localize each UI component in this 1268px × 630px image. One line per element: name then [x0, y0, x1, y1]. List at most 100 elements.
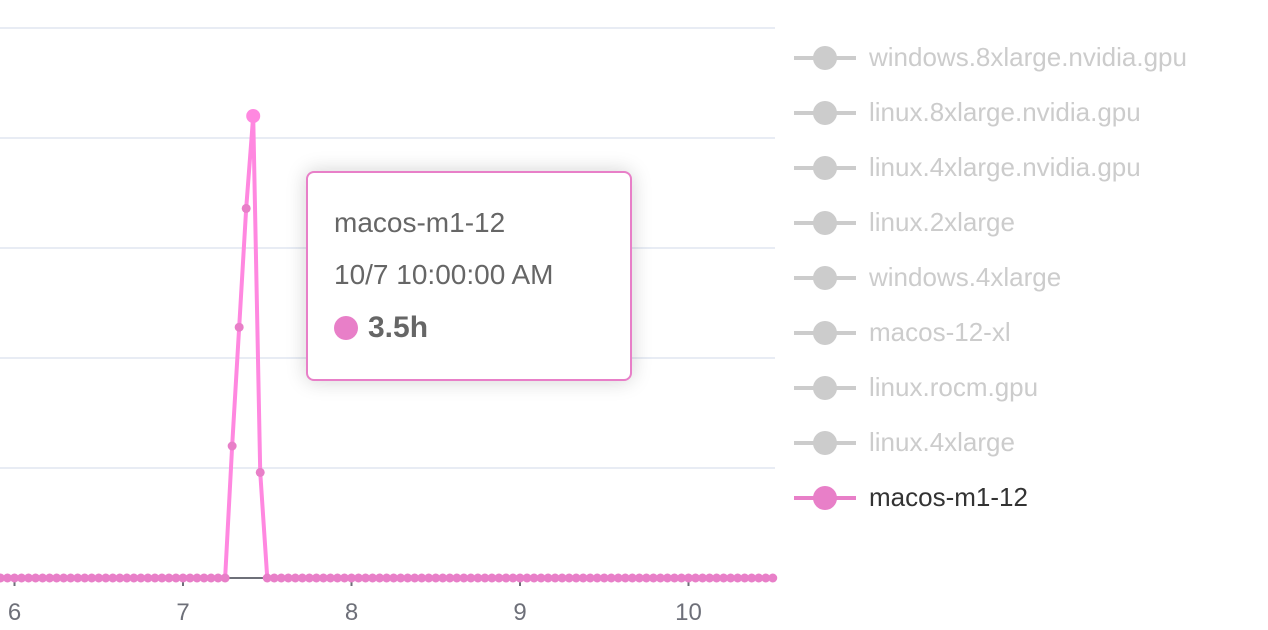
data-point: [94, 573, 104, 583]
data-point: [473, 573, 483, 583]
data-point: [136, 573, 146, 583]
data-point: [691, 573, 701, 583]
legend-item[interactable]: linux.rocm.gpu: [794, 360, 1187, 415]
data-point: [199, 573, 209, 583]
legend-line-marker-icon: [794, 320, 856, 345]
data-point: [297, 573, 307, 583]
data-point: [494, 573, 504, 583]
data-point: [676, 573, 686, 583]
data-point: [466, 573, 476, 583]
data-point: [354, 573, 364, 583]
data-point: [768, 573, 778, 583]
data-point: [487, 573, 497, 583]
data-point: [585, 573, 595, 583]
data-point: [515, 573, 525, 583]
legend-item[interactable]: macos-m1-12: [794, 470, 1187, 525]
legend-label: linux.rocm.gpu: [869, 372, 1039, 402]
data-point: [157, 573, 167, 583]
tooltip-value: 3.5h: [368, 311, 429, 344]
data-point: [550, 573, 560, 583]
data-point: [684, 573, 693, 583]
legend-item[interactable]: windows.8xlarge.nvidia.gpu: [794, 30, 1187, 85]
tooltip-time: 10/7 10:00:00 AM: [334, 259, 554, 290]
data-point: [754, 573, 764, 583]
data-point: [59, 573, 69, 583]
legend-item[interactable]: linux.4xlarge.nvidia.gpu: [794, 140, 1187, 195]
data-point: [73, 573, 83, 583]
data-point: [213, 573, 223, 583]
tooltip-series: macos-m1-12: [334, 207, 506, 238]
data-point: [396, 573, 406, 583]
data-point: [368, 573, 378, 583]
data-point: [262, 573, 272, 583]
x-tick-label: 8: [345, 599, 358, 626]
data-point: [10, 573, 19, 583]
data-point: [747, 573, 757, 583]
data-point: [445, 573, 455, 583]
data-point: [361, 573, 371, 583]
series-marker-icon: [334, 316, 358, 340]
legend-line-marker-icon: [794, 45, 856, 70]
data-point: [719, 573, 729, 583]
legend: windows.8xlarge.nvidia.gpu linux.8xlarge.…: [794, 30, 1187, 525]
data-point: [620, 573, 630, 583]
data-point: [325, 573, 335, 583]
data-point: [648, 573, 658, 583]
data-point: [578, 573, 588, 583]
data-point: [564, 573, 574, 583]
data-point: [101, 573, 111, 583]
data-point: [122, 573, 132, 583]
data-point: [417, 573, 427, 583]
data-point: [410, 573, 420, 583]
x-tick-label: 9: [513, 599, 526, 626]
data-point: [241, 203, 251, 213]
data-point: [311, 573, 321, 583]
legend-line-marker-icon: [794, 155, 856, 180]
data-point: [501, 573, 511, 583]
data-point: [185, 573, 195, 583]
data-point: [45, 573, 55, 583]
data-point: [283, 573, 293, 583]
legend-item[interactable]: linux.8xlarge.nvidia.gpu: [794, 85, 1187, 140]
data-point: [290, 573, 300, 583]
data-point: [613, 573, 623, 583]
data-point: [255, 467, 265, 477]
data-point: [557, 573, 567, 583]
legend-item[interactable]: windows.4xlarge: [794, 250, 1187, 305]
data-point: [592, 573, 602, 583]
data-point: [87, 573, 97, 583]
data-point: [220, 573, 230, 583]
data-point: [536, 573, 546, 583]
data-point: [424, 573, 434, 583]
legend-item[interactable]: macos-12-xl: [794, 305, 1187, 360]
data-point: [2, 573, 12, 583]
legend-item[interactable]: linux.2xlarge: [794, 195, 1187, 250]
data-point: [332, 573, 342, 583]
legend-label: macos-12-xl: [869, 317, 1011, 347]
data-point: [164, 573, 174, 583]
legend-line-marker-icon: [794, 430, 856, 455]
data-point: [438, 573, 448, 583]
legend-label: linux.4xlarge: [869, 427, 1015, 457]
data-point: [276, 573, 286, 583]
data-point: [669, 573, 679, 583]
data-point: [480, 573, 490, 583]
legend-label: linux.8xlarge.nvidia.gpu: [869, 97, 1141, 127]
data-point: [339, 573, 349, 583]
data-point: [698, 573, 708, 583]
legend-line-marker-icon: [794, 485, 856, 510]
data-point: [599, 573, 609, 583]
data-point: [382, 573, 392, 583]
data-point: [143, 573, 153, 583]
data-point: [80, 573, 90, 583]
data-point: [178, 573, 188, 583]
data-point: [571, 573, 581, 583]
data-point: [31, 573, 41, 583]
data-point: [192, 573, 202, 583]
data-point: [403, 573, 413, 583]
data-point: [171, 573, 181, 583]
legend-item[interactable]: linux.4xlarge: [794, 415, 1187, 470]
data-point: [24, 573, 34, 583]
data-point: [459, 573, 469, 583]
highlighted-data-point: [246, 109, 261, 123]
